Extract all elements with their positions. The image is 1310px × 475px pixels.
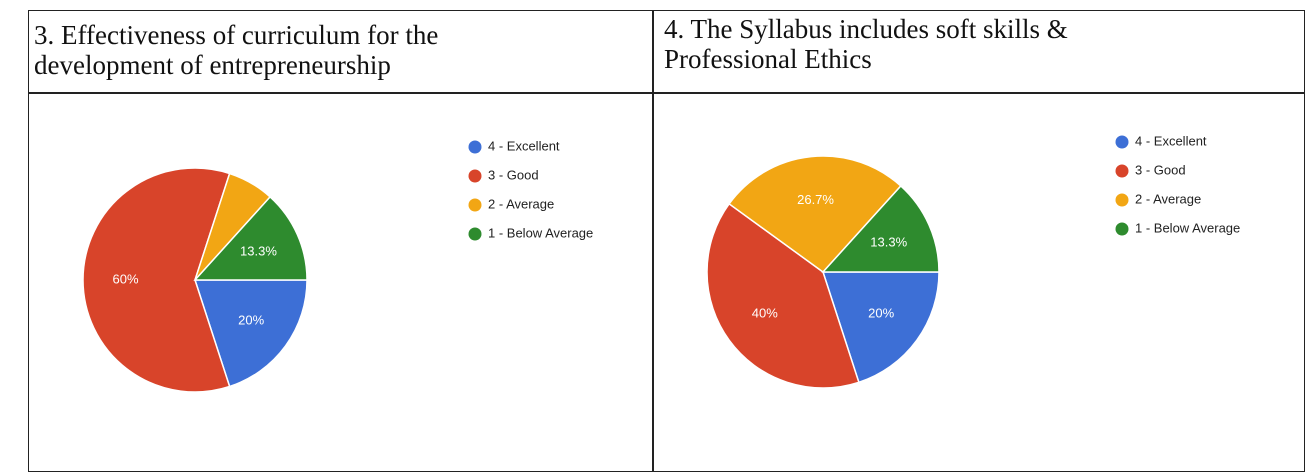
legend-marker xyxy=(468,198,482,212)
chart: 20% 40% 26.7% 13.3% 4 - Excellent 3 - Good 2 -… xyxy=(706,133,1240,389)
pie-slice xyxy=(821,271,940,384)
legend-marker xyxy=(468,140,482,154)
legend-marker xyxy=(1115,222,1129,236)
header-cell xyxy=(28,10,654,94)
legend-label: 4 - Excellent xyxy=(1135,133,1207,148)
legend-label: 4 - Excellent xyxy=(488,138,560,153)
legend-label: 3 - Good xyxy=(1135,162,1186,177)
data-label: 26.7% xyxy=(797,192,834,207)
legend-label: 2 - Average xyxy=(1135,191,1201,206)
data-label: 13.3% xyxy=(240,243,277,258)
data-label: 20% xyxy=(238,312,264,327)
pie-slice xyxy=(193,279,308,388)
pie-slice xyxy=(728,155,902,274)
body-cell xyxy=(652,92,1305,472)
legend-marker xyxy=(468,169,482,183)
pie-slice xyxy=(193,195,308,281)
body-cell xyxy=(28,92,654,472)
legend-label: 1 - Below Average xyxy=(488,225,593,240)
header-cell xyxy=(652,10,1305,94)
legend-marker xyxy=(1115,193,1129,207)
data-label: 60% xyxy=(113,271,139,286)
data-label: 40% xyxy=(752,306,778,321)
legend-marker xyxy=(468,227,482,241)
chart: 20% 60% 13.3% 4 - Excellent 3 - Good 2 - Aver… xyxy=(82,138,593,393)
legend-marker xyxy=(1115,164,1129,178)
data-label: 13.3% xyxy=(870,234,907,249)
data-label: 20% xyxy=(868,306,894,321)
legend-label: 1 - Below Average xyxy=(1135,220,1240,235)
pie-slice xyxy=(706,202,860,389)
pie-slice xyxy=(82,167,231,393)
pie-slice xyxy=(821,184,940,273)
chart-title: 4. The Syllabus includes soft skills & P… xyxy=(664,14,1068,74)
legend-label: 3 - Good xyxy=(488,167,539,182)
chart-title: 3. Effectiveness of curriculum for the d… xyxy=(34,20,439,80)
legend-marker xyxy=(1115,135,1129,149)
legend-label: 2 - Average xyxy=(488,196,554,211)
